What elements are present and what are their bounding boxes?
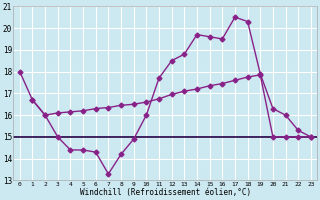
- X-axis label: Windchill (Refroidissement éolien,°C): Windchill (Refroidissement éolien,°C): [80, 188, 251, 197]
